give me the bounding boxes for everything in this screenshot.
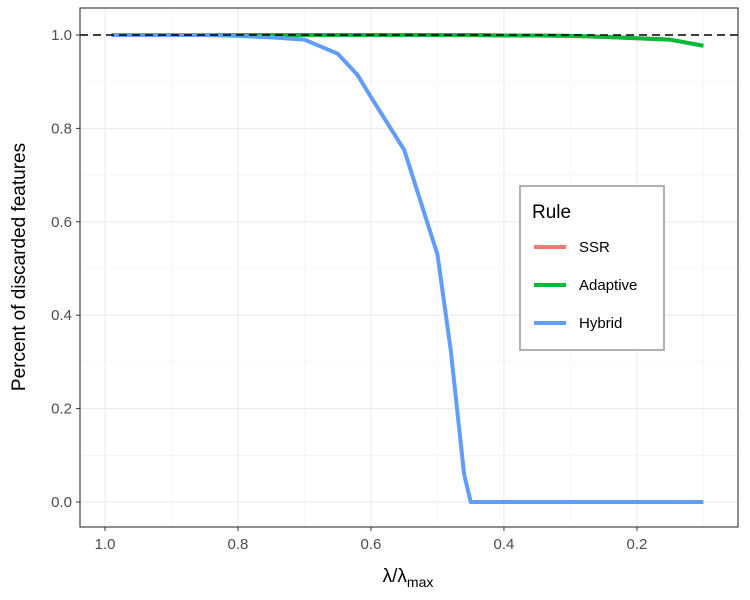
x-tick-label: 0.8 bbox=[228, 536, 249, 553]
legend-label: SSR bbox=[579, 239, 610, 256]
x-axis-title-main: λ/λ bbox=[383, 566, 408, 587]
series-line bbox=[111, 32, 704, 505]
x-tick-label: 0.2 bbox=[627, 536, 648, 553]
y-tick-label: 1.0 bbox=[51, 27, 72, 44]
y-tick-label: 0.6 bbox=[51, 214, 72, 231]
y-axis-title: Percent of discarded features bbox=[9, 143, 30, 391]
y-tick-label: 0.2 bbox=[51, 401, 72, 418]
y-tick-label: 0.0 bbox=[51, 494, 72, 511]
x-tick-label: 1.0 bbox=[95, 536, 116, 553]
legend: Rule SSR Adaptive Hybrid bbox=[519, 185, 665, 351]
y-tick-label: 0.8 bbox=[51, 120, 72, 137]
x-axis-title: λ/λmax bbox=[383, 566, 434, 590]
y-tick-label: 0.4 bbox=[51, 307, 72, 324]
x-axis-title-sub: max bbox=[407, 574, 433, 590]
x-tick-label: 0.4 bbox=[494, 536, 515, 553]
legend-label: Hybrid bbox=[579, 315, 622, 332]
legend-title: Rule bbox=[532, 202, 571, 223]
panel-border bbox=[79, 7, 739, 528]
x-tick-label: 0.6 bbox=[361, 536, 382, 553]
legend-label: Adaptive bbox=[579, 277, 637, 294]
